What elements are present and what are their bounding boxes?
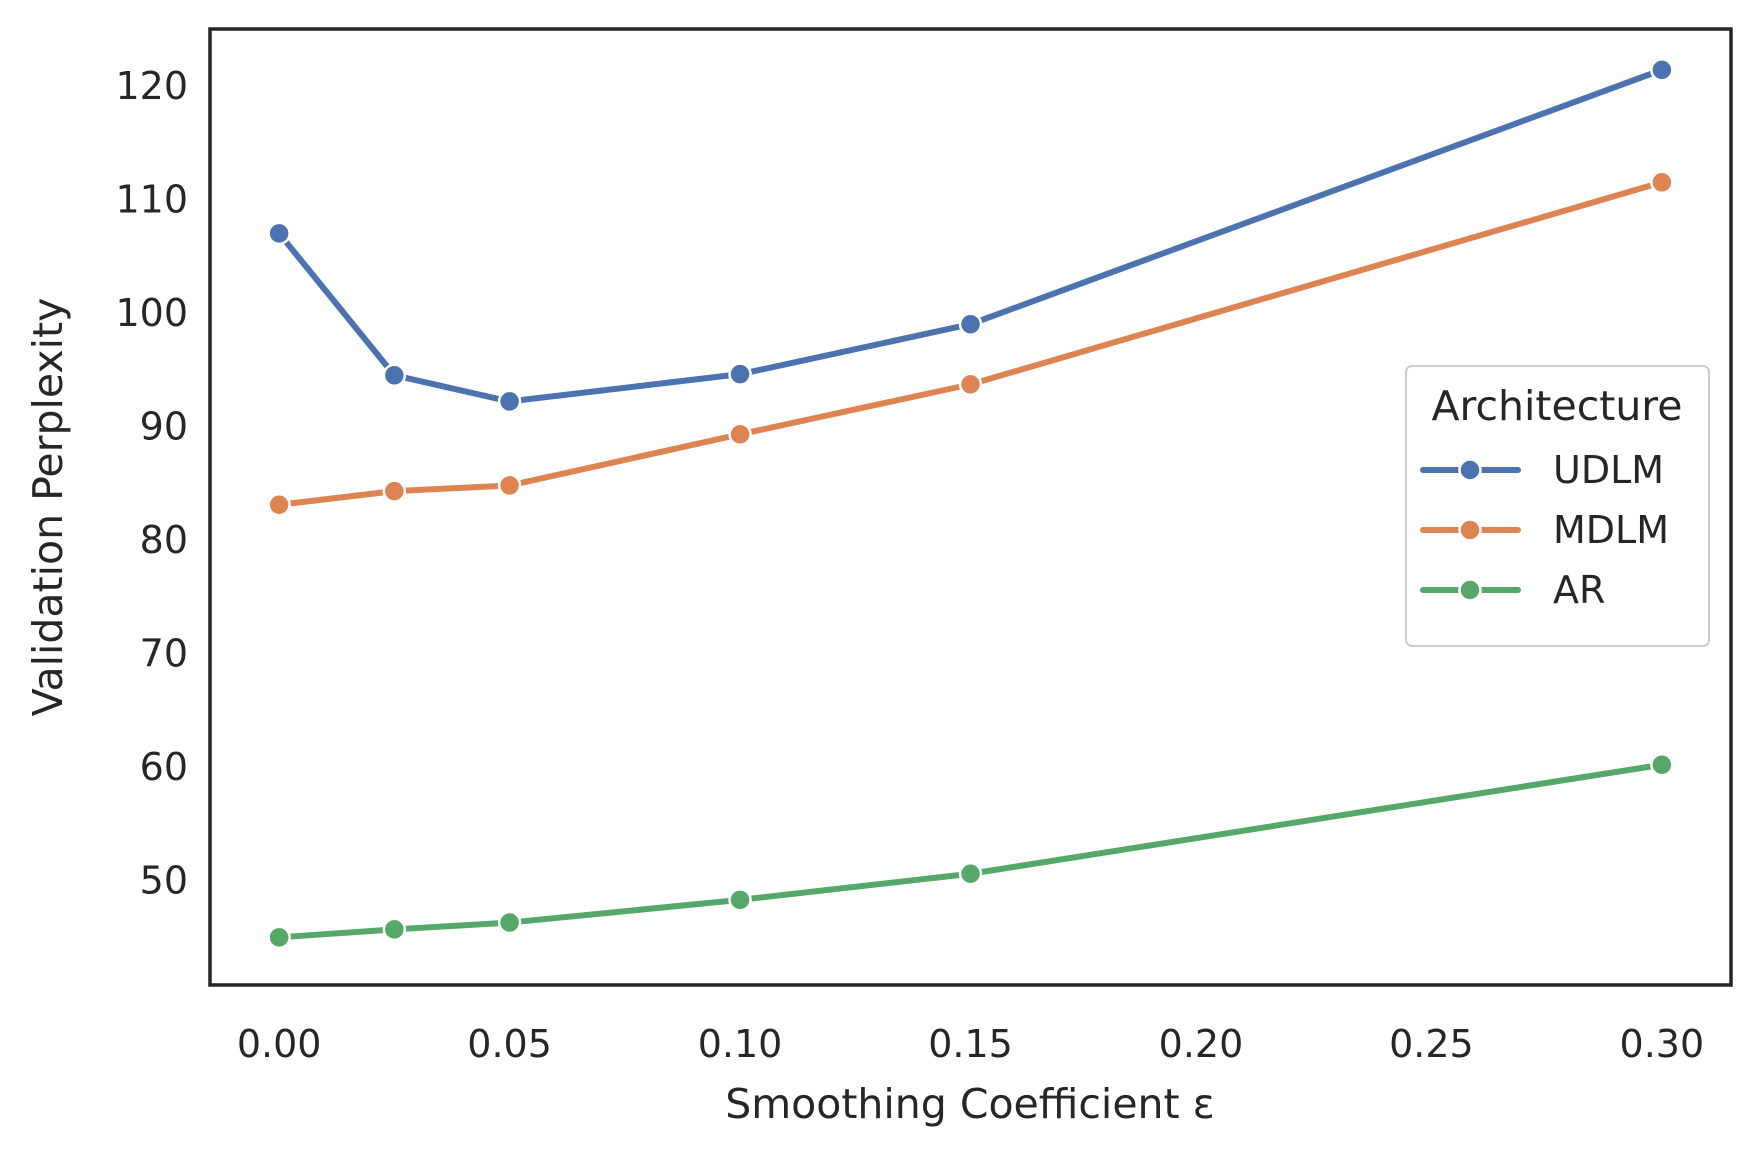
legend: Architecture UDLM MDLM AR — [1405, 365, 1710, 647]
data-point-udlm — [497, 389, 522, 414]
data-point-udlm — [728, 362, 752, 386]
data-point-mdlm — [267, 492, 291, 517]
data-point-udlm — [1650, 58, 1674, 82]
legend-marker-udlm — [1458, 458, 1482, 482]
series-line-mdlm — [276, 179, 1665, 508]
data-point-ar — [958, 861, 983, 886]
y-tick-label: 50 — [140, 859, 188, 903]
legend-marker-mdlm — [1458, 518, 1482, 542]
series-layer — [267, 58, 1674, 950]
x-tick-label: 0.15 — [928, 1022, 1013, 1066]
data-point-ar — [267, 925, 291, 950]
x-tick-labels: 0.00 0.05 0.10 0.15 0.20 0.25 0.30 — [237, 1022, 1704, 1066]
legend-marker-ar — [1458, 578, 1482, 602]
data-point-ar — [382, 917, 407, 942]
plot-frame — [208, 27, 1733, 987]
y-tick-label: 70 — [140, 631, 188, 675]
y-tick-label: 60 — [140, 745, 188, 789]
y-tick-label: 120 — [115, 64, 188, 108]
y-tick-label: 100 — [115, 291, 188, 335]
data-point-ar — [728, 888, 752, 912]
series-line-ar — [276, 761, 1665, 941]
legend-label-ar: AR — [1553, 568, 1605, 612]
legend-label-mdlm: MDLM — [1553, 508, 1669, 552]
y-axis-label: Validation Perplexity — [24, 298, 72, 717]
y-tick-labels: 50 60 70 80 90 100 110 120 — [115, 64, 188, 903]
y-tick-label: 90 — [140, 404, 188, 448]
data-point-udlm — [267, 221, 291, 246]
x-tick-label: 0.10 — [698, 1022, 783, 1066]
data-point-ar — [497, 910, 522, 935]
data-point-mdlm — [497, 473, 522, 498]
x-axis-label: Smoothing Coefficient ε — [725, 1080, 1215, 1128]
x-tick-label: 0.00 — [237, 1022, 322, 1066]
data-point-udlm — [382, 363, 407, 388]
data-point-mdlm — [1650, 170, 1674, 195]
series-line-udlm — [276, 66, 1665, 405]
data-point-mdlm — [958, 372, 983, 397]
x-tick-label: 0.05 — [467, 1022, 552, 1066]
legend-frame — [1405, 365, 1710, 647]
legend-entries: UDLM MDLM AR — [1420, 448, 1669, 612]
y-tick-label: 80 — [140, 518, 188, 562]
data-point-udlm — [958, 312, 983, 336]
x-tick-label: 0.25 — [1389, 1022, 1474, 1066]
legend-title: Architecture — [1431, 382, 1682, 430]
x-tick-label: 0.20 — [1159, 1022, 1244, 1066]
data-point-mdlm — [728, 422, 752, 447]
data-point-ar — [1650, 752, 1674, 777]
x-tick-label: 0.30 — [1620, 1022, 1705, 1066]
data-point-mdlm — [382, 479, 407, 503]
y-tick-label: 110 — [115, 177, 188, 221]
legend-label-udlm: UDLM — [1553, 448, 1664, 492]
